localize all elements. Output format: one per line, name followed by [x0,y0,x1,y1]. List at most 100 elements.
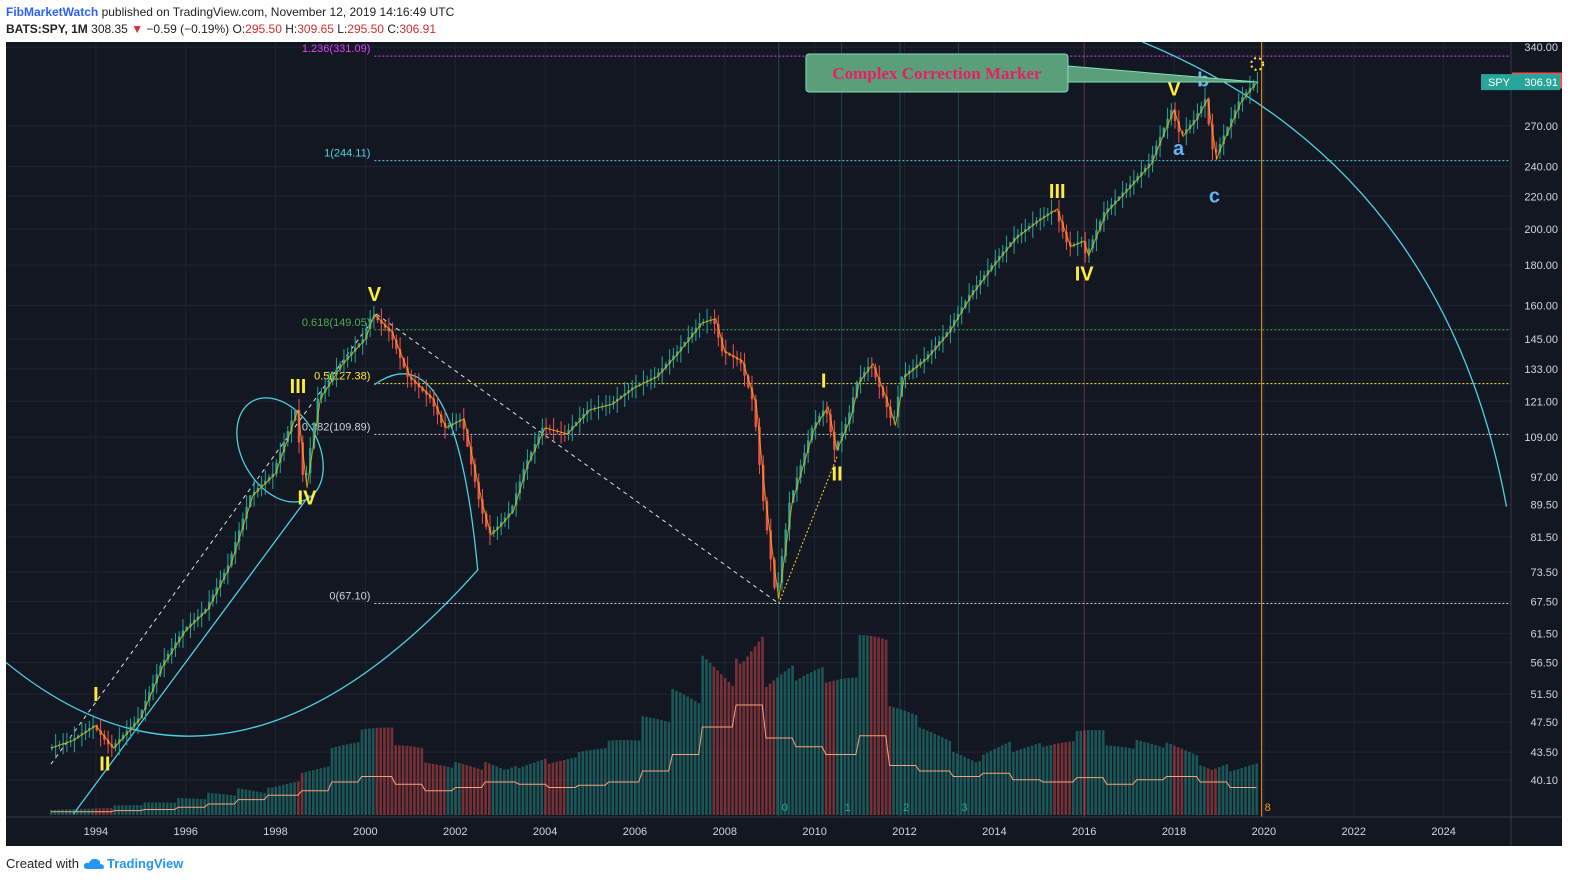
volume-bar [1180,748,1184,815]
volume-bar [1214,768,1217,815]
time-tick-label: 1998 [263,826,287,838]
candle-body [271,473,275,478]
volume-bar [409,746,412,815]
candle-body [810,427,814,441]
candle-body [1136,176,1139,181]
wave-path [50,81,1258,749]
volume-bar [274,786,278,815]
fib-label: 1(244.11) [324,148,370,160]
volume-bar [147,802,150,815]
volume-bar [136,805,139,815]
open-label: O: [232,22,246,36]
price-tick-label: 220.00 [1524,191,1558,203]
volume-bar [727,681,731,815]
candle-body [971,289,975,295]
tradingview-logo[interactable]: TradingView [83,856,183,871]
volume-bar [858,635,862,815]
volume-bar [731,685,734,815]
candle-body [518,481,522,494]
price-tick-label: 51.50 [1530,689,1558,701]
candle-body [623,392,626,396]
candle-body [485,513,488,527]
candle-body [694,327,698,333]
volume-bar [1229,771,1232,815]
candle-body [1222,135,1225,144]
candle-body [616,398,619,402]
volume-bar [465,765,469,815]
price-axis[interactable]: 340.00 270.00 240.00 220.00 200.00 180.00 160.… [1481,42,1562,846]
candle-body [881,386,885,397]
publish-line: FibMarketWatch published on TradingView.… [6,5,454,19]
candle-body [1188,124,1192,129]
volume-bar [1221,765,1225,815]
candle-body [833,432,836,450]
volume-bar [472,767,476,815]
candle-body [481,499,484,514]
volume-bar [1008,741,1011,815]
fib-label: 0.5(127.38) [314,371,370,383]
volume-bar [761,636,764,815]
candle-body [1230,118,1233,127]
volume-bar [1255,763,1259,815]
candle-body [1155,145,1158,155]
volume-bar [1199,765,1202,815]
candle-body [1252,82,1255,88]
volume-bar [457,763,461,815]
candle-body [99,730,102,735]
candle-body [309,448,312,473]
candle-body [1012,237,1016,243]
volume-bar [551,762,555,815]
volume-bar [854,677,858,815]
price-tick-label: 180.00 [1524,260,1558,272]
volume-bar [577,752,581,815]
candle-body [470,446,473,465]
candle-body [1128,184,1132,189]
volume-bar [585,750,588,815]
volume-bar [1086,730,1090,815]
candle-body [627,390,630,393]
annotation[interactable]: Complex Correction Marker [805,53,1265,93]
time-axis[interactable]: 1994 1996 1998 2000 2002 2004 2006 2008 2010 2012… [6,816,1562,838]
annotation-text: Complex Correction Marker [832,64,1042,83]
candle-body [383,323,387,328]
candle-body [582,413,585,418]
volume-bar [742,661,746,815]
volume-bar [1038,743,1041,815]
volume-bar [1161,747,1165,815]
candle-body [252,491,256,496]
volume-bar [690,698,693,815]
candle-body [866,366,870,372]
candle-body [1181,131,1184,134]
volume-bar [1023,747,1026,815]
author-link[interactable]: FibMarketWatch [6,5,99,19]
candle-body [1192,119,1195,125]
volume-bar [1094,730,1098,815]
candle-body [361,339,364,344]
volume-bar [641,716,645,815]
price-chart[interactable]: 1.236(331.09) 1(244.11) 0.618(149.05) 0.5(1… [6,42,1562,846]
volume-bar [334,746,338,815]
candle-body [357,343,361,348]
volume-bar [1131,748,1135,815]
volume-bar [416,747,420,815]
candle-body [675,351,679,356]
volume-bar [413,746,416,815]
volume-bar [985,752,989,815]
price-tick-label: 97.00 [1530,472,1558,484]
volume-bar [315,769,319,815]
volume-bar [319,768,323,815]
candle-body [305,472,308,475]
candle-body [904,373,907,377]
candle-body [664,363,668,369]
candle-body [874,367,877,378]
volume-bar [1169,744,1172,815]
volume-bar [866,635,869,815]
volume-bar [604,748,607,815]
volume-bar [293,782,296,815]
candle-body [335,369,338,376]
volume-bar [263,793,266,815]
candle-body [121,734,125,740]
price-tick-label: 340.00 [1524,42,1558,54]
price-tick-label: 270.00 [1524,121,1558,133]
cycle-label: 8 [1265,802,1271,814]
